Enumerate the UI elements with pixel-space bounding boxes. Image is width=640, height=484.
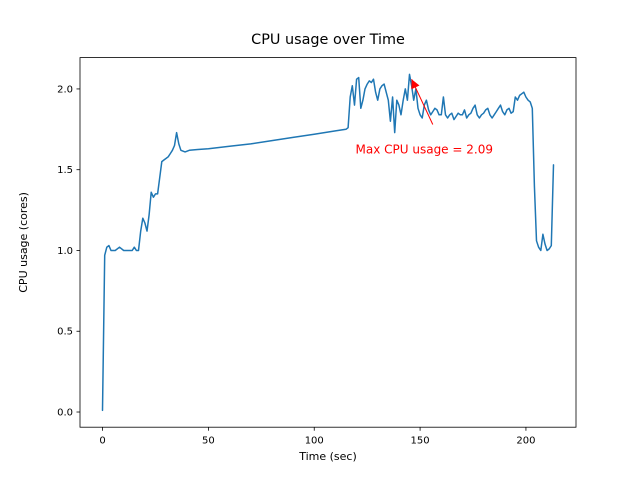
y-tick-label: 0.0 <box>57 408 73 419</box>
x-tick-label: 0 <box>99 436 105 447</box>
data-line-cpu-usage <box>101 73 555 412</box>
y-tick-label: 0.5 <box>57 327 73 338</box>
y-tick-label: 1.0 <box>57 246 73 257</box>
chart-title: CPU usage over Time <box>251 32 405 48</box>
y-tick-label: 2.0 <box>57 84 73 95</box>
annotation-text: Max CPU usage = 2.09 <box>356 143 493 157</box>
x-tick-label: 50 <box>202 436 215 447</box>
x-tick-label: 200 <box>516 436 535 447</box>
annotation-arrowhead <box>411 79 420 90</box>
x-tick-label: 100 <box>305 436 324 447</box>
y-axis-label: CPU usage (cores) <box>17 192 30 293</box>
plot-border <box>79 57 577 428</box>
x-axis-label: Time (sec) <box>298 450 357 463</box>
y-tick-label: 1.5 <box>57 165 73 176</box>
x-tick-label: 150 <box>411 436 430 447</box>
